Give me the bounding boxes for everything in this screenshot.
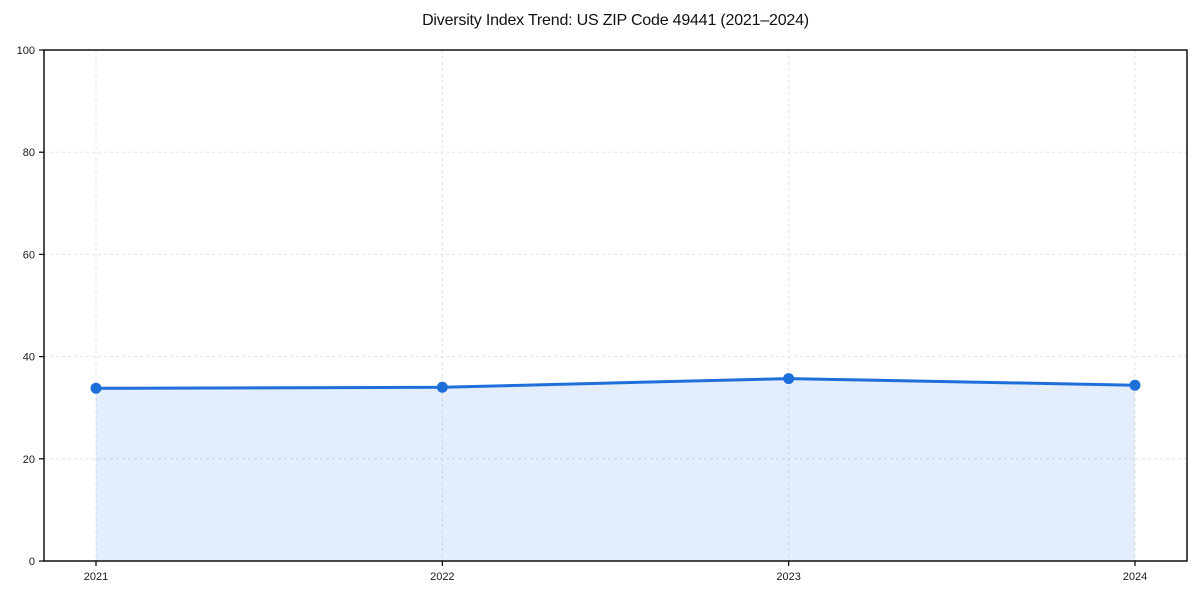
x-tick-label: 2022 xyxy=(430,571,454,583)
data-point-marker xyxy=(90,382,102,394)
area-fill xyxy=(96,378,1135,561)
x-tick-label: 2021 xyxy=(84,571,108,583)
x-tick-label: 2023 xyxy=(776,571,800,583)
y-tick-label: 20 xyxy=(23,454,35,466)
plot-frame xyxy=(43,49,1188,562)
data-point-marker xyxy=(1129,379,1141,391)
chart-title: Diversity Index Trend: US ZIP Code 49441… xyxy=(422,12,809,29)
x-tick-label: 2024 xyxy=(1123,571,1147,583)
trend-line xyxy=(94,377,1137,390)
y-tick-label: 80 xyxy=(23,147,35,159)
y-tick-label: 0 xyxy=(29,556,35,568)
y-tick-label: 60 xyxy=(23,249,35,261)
data-point-marker xyxy=(436,381,448,393)
y-tick-label: 100 xyxy=(17,45,35,57)
y-tick-label: 40 xyxy=(23,352,35,364)
data-point-marker xyxy=(783,373,795,385)
